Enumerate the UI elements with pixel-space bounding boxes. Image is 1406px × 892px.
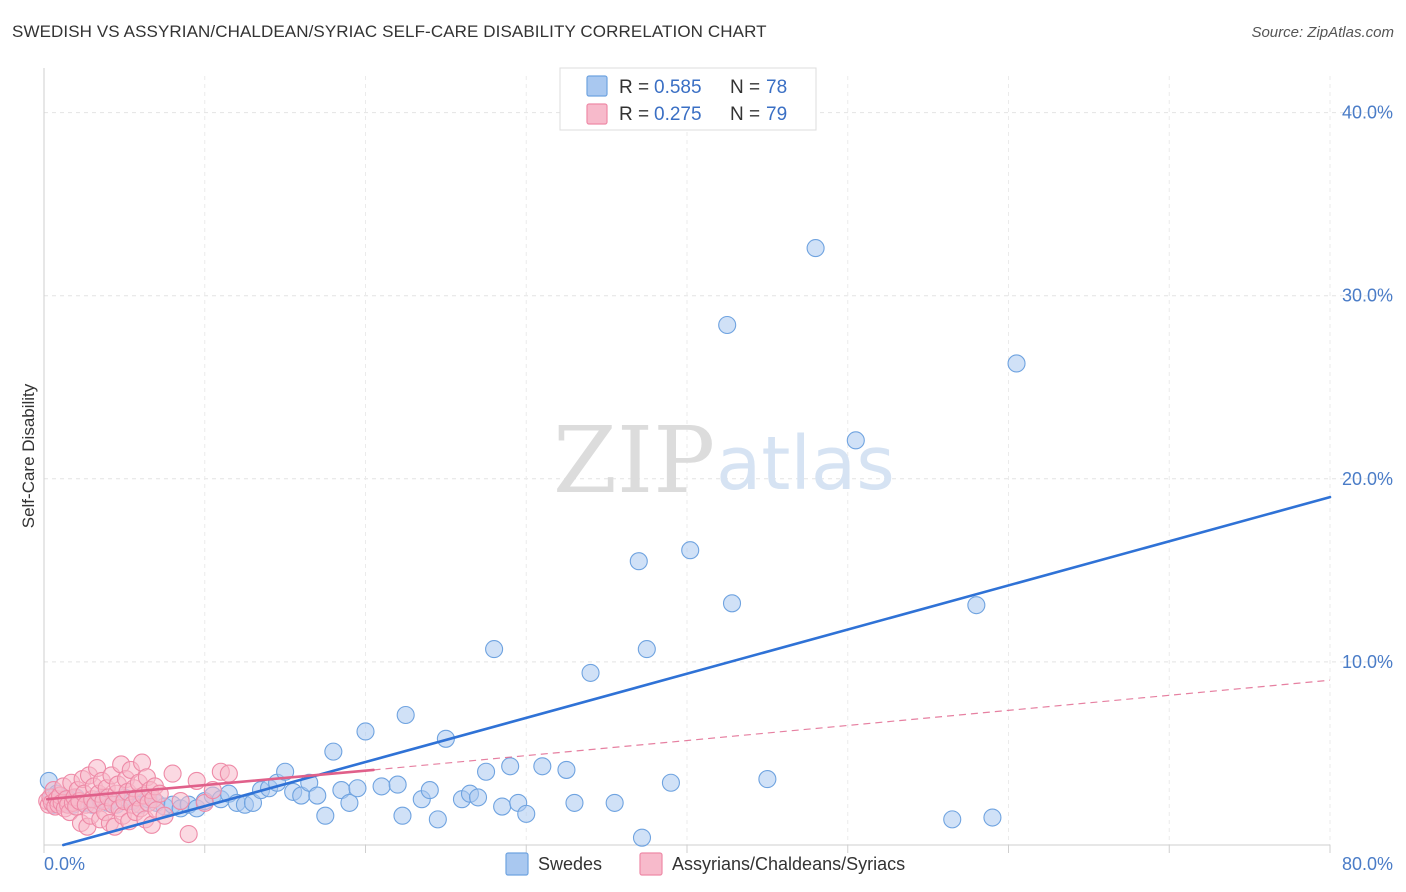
swedes-point (806, 239, 825, 258)
swedes-point (557, 760, 576, 779)
swedes-point (356, 722, 375, 741)
x-tick-label: 0.0% (44, 854, 85, 874)
y-axis-label: Self-Care Disability (19, 383, 38, 528)
bottom-legend-swatch-swedes (505, 852, 529, 876)
assyrians-point (179, 824, 198, 844)
bottom-legend-label-swedes: Swedes (538, 854, 602, 874)
assyrians-point (219, 764, 238, 783)
axes (43, 68, 1331, 853)
swedes-point (722, 594, 742, 613)
legend-swatch-assyrians (586, 103, 608, 125)
swedes-point (581, 663, 600, 682)
swedes-point (372, 777, 391, 796)
swedes-point (396, 705, 415, 725)
swedes-point (308, 786, 327, 805)
swedes-point (943, 810, 962, 829)
legend-r-value-assyrians: 0.275 (654, 104, 702, 125)
swedes-point (316, 806, 335, 825)
swedes-point (629, 552, 648, 571)
swedes-point (661, 773, 680, 792)
swedes-point (846, 431, 865, 450)
swedes-point (348, 779, 367, 798)
swedes-point (967, 596, 986, 615)
swedes-point (388, 775, 407, 794)
y-tick-labels: 10.0% 20.0% 30.0% 40.0% (1342, 103, 1393, 672)
swedes-point (428, 810, 447, 829)
assyrians-trend-line (45, 768, 375, 801)
bottom-legend: Swedes Assyrians/Chaldeans/Syriacs (505, 852, 905, 876)
swedes-point (468, 788, 488, 807)
swedes-point (477, 762, 496, 781)
assyrians-point (171, 792, 190, 811)
bottom-legend-label-assyrians: Assyrians/Chaldeans/Syriacs (672, 854, 905, 874)
swedes-point (605, 793, 624, 812)
legend-r-value-swedes: 0.585 (654, 77, 702, 98)
legend: R = 0.585 N = 78 R = 0.275 N = 79 (559, 67, 817, 131)
swedes-point (420, 781, 439, 800)
swedes-point (393, 806, 412, 825)
swedes-point (565, 793, 584, 812)
swedes-point (718, 315, 737, 335)
swedes-point (758, 770, 777, 789)
x-tick-labels: 0.0% 80.0% (44, 854, 1393, 874)
legend-n-label-assyrians: N = (730, 104, 760, 125)
swedes-point (501, 757, 520, 776)
swedes-trend-line (61, 495, 1332, 847)
y-tick-label: 10.0% (1342, 652, 1393, 672)
x-tick-label: 80.0% (1342, 854, 1393, 874)
swedes-point (276, 762, 295, 781)
swedes-point (243, 793, 263, 812)
assyrians-trend-extended (373, 679, 1331, 771)
swedes-point (681, 541, 700, 560)
swedes-point (983, 808, 1002, 827)
assyrians-point (163, 764, 182, 783)
y-tick-label: 40.0% (1342, 103, 1393, 123)
y-tick-label: 30.0% (1342, 286, 1393, 306)
legend-r-label-swedes: R = (619, 77, 649, 98)
bottom-legend-swatch-assyrians (639, 852, 663, 876)
swedes-point (324, 742, 343, 761)
legend-n-value-assyrians: 79 (766, 104, 787, 125)
swedes-point (1007, 354, 1026, 373)
swedes-point (533, 757, 552, 776)
watermark-atlas: atlas (716, 421, 895, 507)
swedes-point (485, 640, 504, 659)
trend-lines (45, 495, 1332, 847)
watermark: ZIP atlas (553, 407, 895, 514)
y-tick-label: 20.0% (1342, 469, 1393, 489)
swedes-point (340, 793, 359, 812)
swedes-point (632, 828, 652, 847)
swedes-point (637, 640, 656, 659)
swedes-point (493, 797, 512, 816)
watermark-zip: ZIP (553, 407, 715, 514)
legend-r-label-assyrians: R = (619, 104, 649, 125)
legend-n-value-swedes: 78 (766, 77, 787, 98)
swedes-point (517, 804, 536, 823)
legend-swatch-swedes (586, 75, 608, 97)
legend-n-label-swedes: N = (730, 77, 760, 98)
source-label: Source: ZipAtlas.com (1251, 24, 1394, 41)
chart-title: SWEDISH VS ASSYRIAN/CHALDEAN/SYRIAC SELF… (12, 22, 767, 41)
